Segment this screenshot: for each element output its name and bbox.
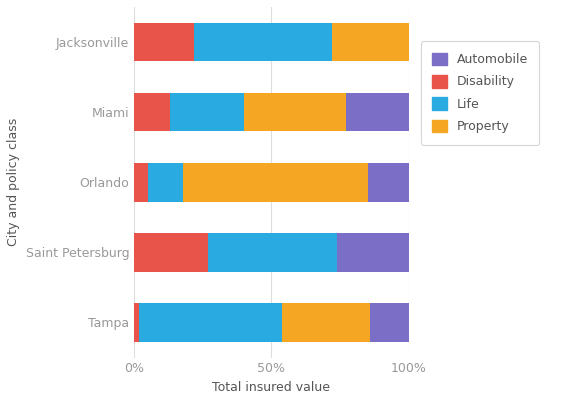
Bar [367, 163, 409, 202]
Bar [134, 163, 148, 202]
Legend: Automobile, Disability, Life, Property: Automobile, Disability, Life, Property [421, 41, 540, 144]
Bar [134, 233, 208, 271]
Y-axis label: City and policy class: City and policy class [7, 118, 20, 247]
Bar [244, 93, 346, 132]
Bar [134, 303, 140, 342]
Bar [282, 303, 370, 342]
Bar [208, 233, 337, 271]
Bar [370, 303, 409, 342]
X-axis label: Total insured value: Total insured value [212, 381, 331, 394]
Bar [346, 93, 409, 132]
Bar [134, 23, 194, 61]
Bar [194, 23, 332, 61]
Bar [337, 233, 409, 271]
Bar [148, 163, 183, 202]
Bar [134, 93, 170, 132]
Bar [170, 93, 244, 132]
Bar [332, 23, 409, 61]
Bar [183, 163, 367, 202]
Bar [140, 303, 282, 342]
